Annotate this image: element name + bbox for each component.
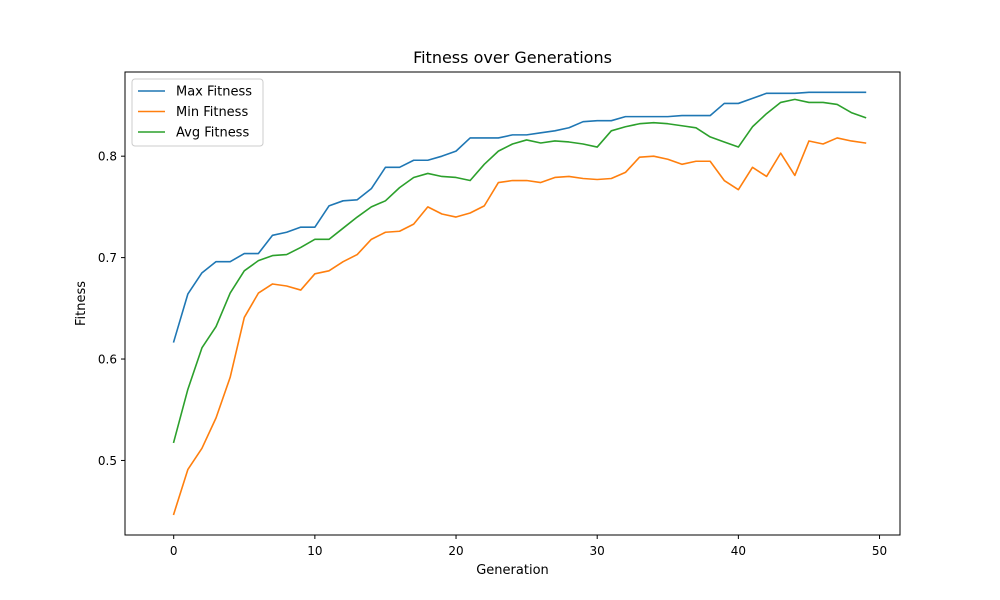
- x-tick-label: 20: [448, 544, 463, 558]
- x-tick-label: 10: [307, 544, 322, 558]
- x-axis-label: Generation: [476, 563, 549, 578]
- chart-title: Fitness over Generations: [413, 48, 612, 67]
- legend-label-min-fitness: Min Fitness: [176, 105, 248, 120]
- plot-area: [125, 72, 900, 535]
- y-tick-label: 0.5: [98, 454, 117, 468]
- y-tick-label: 0.6: [98, 353, 117, 367]
- x-tick-label: 50: [872, 544, 887, 558]
- plot-frame: [124, 71, 901, 536]
- legend-box: [131, 78, 264, 147]
- series-line-min-fitness: [172, 137, 867, 516]
- y-tick-label: 0.8: [98, 150, 117, 164]
- legend-label-max-fitness: Max Fitness: [176, 85, 252, 100]
- y-axis: 0.5 0.6 0.7 0.8: [98, 150, 125, 468]
- y-tick-label: 0.7: [98, 251, 117, 265]
- x-tick-label: 30: [590, 544, 605, 558]
- legend-label-avg-fitness: Avg Fitness: [176, 126, 249, 141]
- x-tick-label: 0: [170, 544, 178, 558]
- series-line-max-fitness: [172, 91, 867, 343]
- x-tick-label: 40: [731, 544, 746, 558]
- x-axis: 0 10 20 30 40 50: [170, 535, 887, 558]
- series-line-avg-fitness: [172, 98, 867, 444]
- legend: Max Fitness Min Fitness Avg Fitness: [131, 78, 264, 147]
- series-layer: [172, 91, 867, 516]
- y-axis-label: Fitness: [74, 281, 89, 326]
